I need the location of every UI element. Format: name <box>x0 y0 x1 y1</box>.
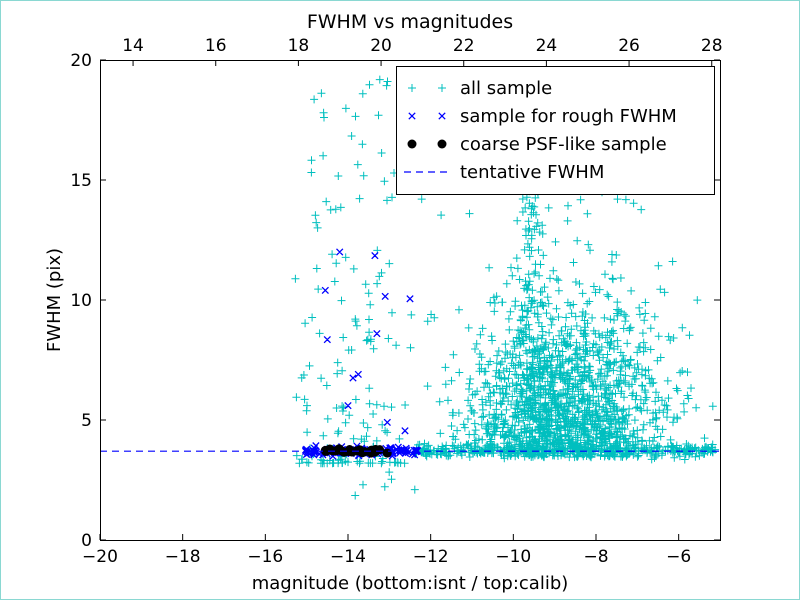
legend-entry: sample for rough FWHM <box>408 106 677 127</box>
axes-frame <box>100 60 721 541</box>
x-tick-label-bottom: −18 <box>165 547 201 567</box>
plus-marker-icon <box>438 84 446 92</box>
legend-label: sample for rough FWHM <box>460 106 677 127</box>
y-axis-label: FWHM (pix) <box>44 248 65 352</box>
x-tick-label-bottom: −6 <box>666 547 691 567</box>
y-tick-label: 15 <box>70 171 92 191</box>
x-axis-label: magnitude (bottom:isnt / top:calib) <box>252 573 569 594</box>
plus-marker-icon <box>408 84 416 92</box>
y-tick-label: 5 <box>81 411 92 431</box>
y-tick-label: 20 <box>70 51 92 71</box>
coarse-psf-points <box>320 444 392 458</box>
x-marker-icon <box>408 112 416 120</box>
x-tick-label-top: 28 <box>701 36 723 56</box>
dot-marker-icon <box>407 139 417 149</box>
legend-label: tentative FWHM <box>460 162 604 183</box>
x-tick-label-bottom: −12 <box>413 547 449 567</box>
x-tick-label-bottom: −14 <box>330 547 366 567</box>
legend-entry: all sample <box>408 78 552 99</box>
x-tick-label-bottom: −8 <box>583 547 608 567</box>
x-tick-label-top: 16 <box>205 36 227 56</box>
x-tick-label-top: 24 <box>536 36 558 56</box>
y-tick-label: 0 <box>81 531 92 551</box>
x-tick-label-bottom: −16 <box>247 547 283 567</box>
y-tick-label: 10 <box>70 291 92 311</box>
legend-entry: coarse PSF-like sample <box>407 134 667 155</box>
x-tick-label-top: 20 <box>370 36 392 56</box>
legend: all sample sample for rough FWHM coarse PS… <box>396 66 715 195</box>
legend-entry: tentative FWHM <box>404 162 604 183</box>
legend-label: all sample <box>460 78 552 99</box>
x-tick-label-bottom: −20 <box>82 547 118 567</box>
chart-title: FWHM vs magnitudes <box>307 11 513 33</box>
x-tick-label-top: 18 <box>288 36 310 56</box>
legend-label: coarse PSF-like sample <box>460 134 667 155</box>
legend-box <box>396 66 715 195</box>
dot-marker-icon <box>437 139 447 149</box>
scatter-points-layer <box>100 69 720 500</box>
x-tick-label-top: 26 <box>618 36 640 56</box>
x-tick-label-bottom: −10 <box>495 547 531 567</box>
axes-layer: −20 −18 −16 −14 −12 −10 −8 −6 14 16 18 20 22 24 26 28 0 5… <box>70 36 722 567</box>
x-marker-icon <box>438 112 446 120</box>
x-tick-label-top: 22 <box>453 36 475 56</box>
x-tick-label-top: 14 <box>122 36 144 56</box>
